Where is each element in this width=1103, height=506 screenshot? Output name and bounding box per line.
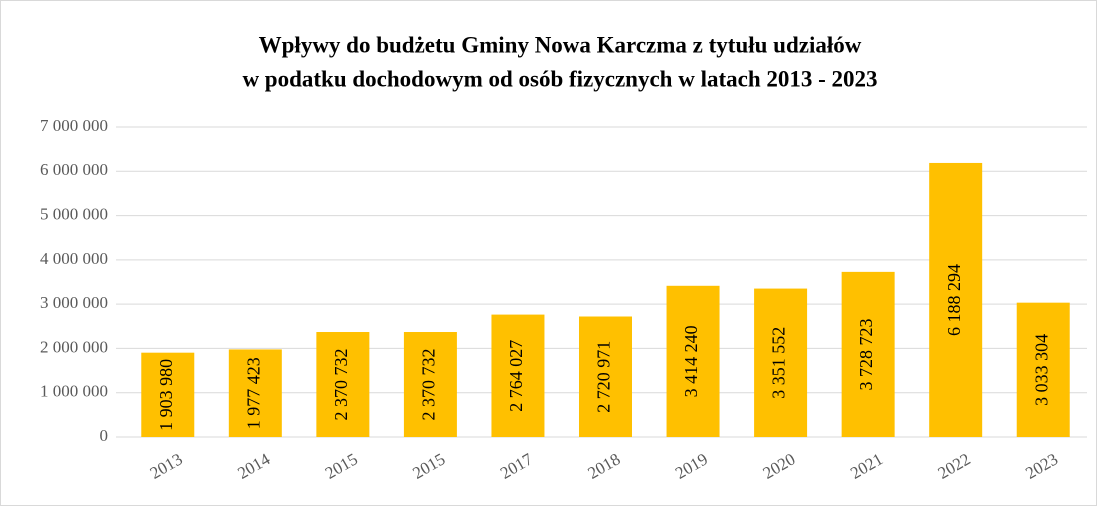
y-tick-label: 0	[100, 426, 109, 445]
value-label: 3 414 240	[681, 325, 701, 397]
bar	[403, 332, 457, 437]
value-label: 3 351 552	[769, 327, 789, 399]
value-label: 3 728 723	[856, 318, 876, 390]
value-label: 2 370 732	[419, 349, 439, 421]
value-label: 2 370 732	[331, 349, 351, 421]
value-label: 2 720 971	[594, 341, 614, 413]
value-label: 6 188 294	[944, 264, 964, 336]
y-tick-label: 2 000 000	[40, 337, 108, 356]
value-label: 3 033 304	[1031, 334, 1051, 406]
bar	[841, 271, 895, 437]
bar	[579, 316, 632, 437]
y-tick-label: 3 000 000	[40, 293, 108, 312]
value-label: 2 764 027	[506, 340, 526, 412]
y-tick-label: 7 000 000	[40, 116, 108, 135]
y-tick-label: 5 000 000	[40, 204, 108, 223]
bar	[141, 352, 195, 437]
value-label: 1 977 423	[243, 357, 263, 429]
value-label: 1 903 980	[156, 359, 176, 431]
bar	[228, 349, 282, 437]
chart-title: w podatku dochodowym od osób fizycznych …	[242, 66, 877, 91]
y-tick-label: 1 000 000	[40, 382, 108, 401]
bar	[754, 288, 808, 437]
y-tick-label: 6 000 000	[40, 160, 108, 179]
bar	[491, 314, 545, 437]
chart-title: Wpływy do budżetu Gminy Nowa Karczma z t…	[259, 32, 862, 57]
bar	[1016, 302, 1070, 437]
bar	[666, 285, 720, 437]
bar	[929, 162, 983, 438]
y-tick-label: 4 000 000	[40, 249, 108, 268]
bar	[316, 332, 370, 437]
